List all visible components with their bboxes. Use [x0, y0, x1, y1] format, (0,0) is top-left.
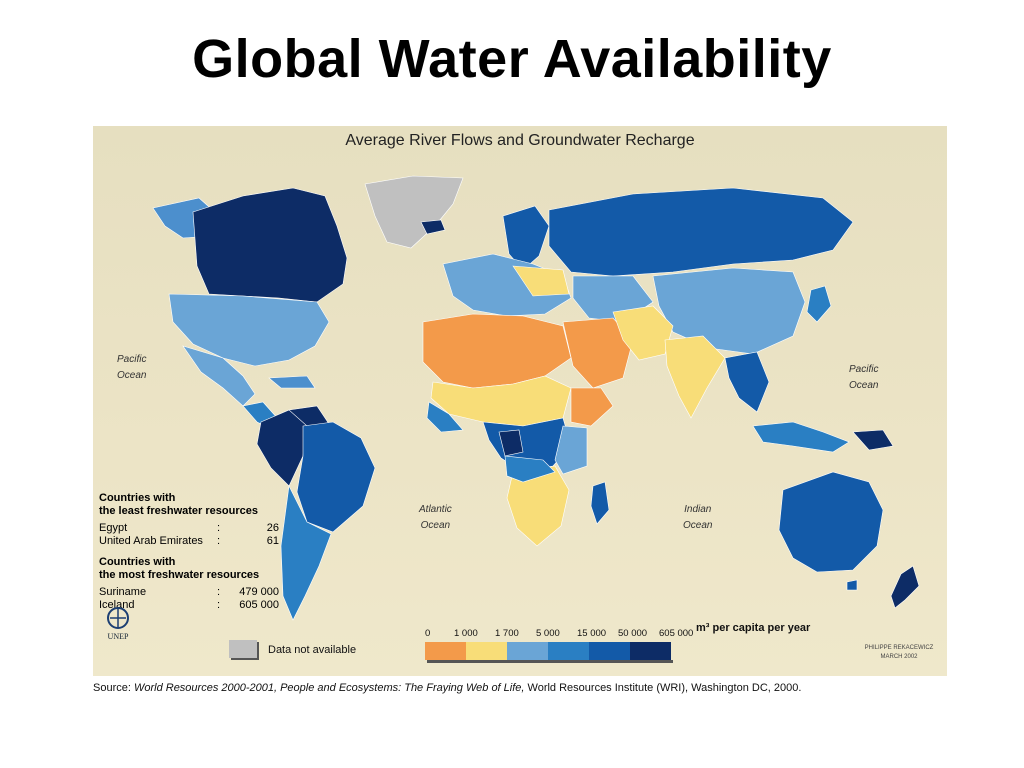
scale-tick-label: 50 000: [618, 628, 648, 639]
scandinavia: [502, 205, 550, 271]
iceland: [420, 219, 446, 235]
source-citation: Source: World Resources 2000-2001, Peopl…: [93, 682, 802, 694]
scale-swatch: [589, 642, 630, 660]
ocean-label-pacific-left: Pacific Ocean: [117, 354, 147, 381]
southern-africa: [506, 465, 570, 547]
iran-pakistan: [612, 305, 674, 361]
scale-tick-label: 5 000: [536, 628, 560, 639]
canada: [192, 187, 348, 303]
north-africa: [422, 313, 572, 389]
south-america-west: [256, 409, 308, 487]
southeast-asia: [724, 351, 770, 413]
map-title: Average River Flows and Groundwater Rech…: [345, 132, 695, 149]
mexico: [182, 345, 256, 407]
greenland: [364, 175, 464, 249]
brazil: [296, 421, 376, 533]
least-header: Countries with the least freshwater reso…: [99, 492, 258, 517]
color-scale: [425, 642, 673, 663]
congo: [498, 429, 524, 457]
scale-tick-label: 605 000: [659, 628, 694, 639]
japan: [806, 285, 832, 323]
angola: [504, 455, 556, 483]
most-row: Suriname:479 000: [99, 586, 279, 598]
madagascar: [590, 481, 610, 525]
scale-tick-label: 1 700: [495, 628, 519, 639]
ocean-label-atlantic: Atlantic Ocean: [419, 504, 452, 531]
not-available-swatch: [229, 640, 257, 658]
not-available-label: Data not available: [268, 644, 357, 656]
scale-swatch: [630, 642, 671, 660]
scale-unit: m³ per capita per year: [696, 622, 811, 634]
indonesia: [752, 421, 850, 453]
south-america-south: [280, 484, 332, 621]
most-row: Iceland:605 000: [99, 599, 279, 611]
russia: [548, 187, 854, 277]
caribbean: [268, 375, 316, 389]
least-row: United Arab Emirates:61: [99, 535, 279, 547]
extremes-legend: Countries with the least freshwater reso…: [99, 492, 289, 612]
scale-swatch: [507, 642, 548, 660]
usa: [168, 293, 330, 367]
tasmania: [846, 579, 858, 591]
least-row: Egypt:26: [99, 522, 279, 534]
scale-tick-label: 0: [425, 628, 431, 639]
slide-title: Global Water Availability: [192, 29, 832, 89]
new-guinea: [852, 429, 894, 451]
scale-tick-label: 1 000: [454, 628, 478, 639]
most-header: Countries with the most freshwater resou…: [99, 556, 260, 581]
new-zealand: [890, 565, 920, 609]
ocean-label-indian: Indian Ocean: [683, 504, 713, 531]
east-africa: [554, 425, 588, 475]
water-map: Average River Flows and Groundwater Rech…: [93, 126, 947, 676]
unep-label: UNEP: [107, 632, 129, 641]
scale-swatch: [466, 642, 507, 660]
west-africa: [426, 401, 464, 433]
scale-swatch: [548, 642, 589, 660]
map-credit: PHILIPPE REKACEWICZ MARCH 2002: [864, 645, 934, 660]
india: [664, 335, 726, 419]
eastern-europe: [512, 265, 570, 297]
world-map-svg: [152, 175, 920, 621]
middle-east: [562, 317, 634, 389]
ocean-label-pacific-right: Pacific Ocean: [849, 364, 879, 391]
unep-logo-icon: [107, 607, 129, 629]
scale-tick-label: 15 000: [577, 628, 607, 639]
australia: [778, 471, 884, 573]
scale-swatch: [425, 642, 466, 660]
horn-of-africa: [570, 387, 614, 427]
